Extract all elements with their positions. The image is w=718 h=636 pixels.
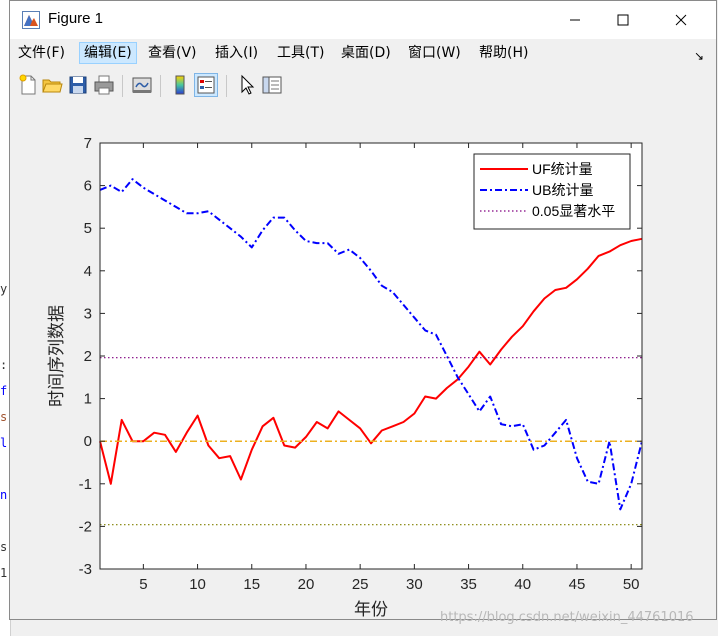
colorbar-button[interactable] <box>168 73 192 97</box>
bg-code-line: f <box>0 384 8 398</box>
y-tick-label: -3 <box>79 561 92 578</box>
legend-entry: UB统计量 <box>532 182 593 198</box>
menu-help[interactable]: 帮助(H) <box>479 45 529 61</box>
y-tick-label: 0 <box>84 433 92 450</box>
y-tick-label: 5 <box>84 220 92 237</box>
save-icon <box>69 76 87 94</box>
menu-desktop[interactable]: 桌面(D) <box>341 45 391 61</box>
legend-icon <box>197 76 215 94</box>
toolbar-separator <box>160 75 161 97</box>
bg-code-line: : <box>0 358 8 372</box>
menu-window[interactable]: 窗口(W) <box>408 45 461 61</box>
x-tick-label: 25 <box>352 576 369 593</box>
x-tick-label: 20 <box>298 576 315 593</box>
pointer-button[interactable] <box>234 73 258 97</box>
bg-code-line: l <box>0 436 8 450</box>
legend-button[interactable] <box>194 73 218 97</box>
y-tick-label: -2 <box>79 518 92 535</box>
toolbar-separator <box>122 75 123 97</box>
legend-entry: 0.05显著水平 <box>532 203 615 219</box>
x-tick-label: 10 <box>189 576 206 593</box>
close-button[interactable] <box>656 1 706 39</box>
toolbar-separator <box>226 75 227 97</box>
menu-bar: 文件(F) 编辑(E) 查看(V) 插入(I) 工具(T) 桌面(D) 窗口(W… <box>10 39 716 67</box>
y-tick-label: 1 <box>84 391 92 408</box>
maximize-button[interactable] <box>598 1 648 39</box>
new-figure-icon <box>19 74 36 95</box>
colorbar-icon <box>175 75 185 95</box>
y-tick-label: 3 <box>84 305 92 322</box>
figure-window: Figure 1 文件(F) 编辑(E) 查看(V) 插入(I) 工具(T) 桌… <box>9 0 717 620</box>
x-axis-label: 年份 <box>354 600 388 619</box>
open-file-button[interactable] <box>40 73 64 97</box>
menu-file[interactable]: 文件(F) <box>18 45 65 61</box>
series-line-2 <box>99 178 643 511</box>
menu-tools[interactable]: 工具(T) <box>277 45 325 61</box>
link-plot-button[interactable] <box>130 73 154 97</box>
y-axis-label: 时间序列数据 <box>47 305 66 407</box>
y-tick-label: 2 <box>84 348 92 365</box>
y-tick-label: 4 <box>84 263 92 280</box>
bg-code-line: y <box>0 282 8 296</box>
minimize-icon <box>570 19 580 21</box>
print-button[interactable] <box>92 73 116 97</box>
bg-code-line: n <box>0 488 8 502</box>
x-tick-label: 30 <box>406 576 423 593</box>
property-inspector-button[interactable] <box>260 73 284 97</box>
open-file-icon <box>42 79 63 93</box>
chart-svg: 5 10 15 20 25 30 35 40 45 50-3-2-101234567年份时间序列数… <box>47 135 643 619</box>
window-title: Figure 1 <box>48 10 104 27</box>
link-plot-icon <box>132 77 152 93</box>
x-tick-label: 5 <box>139 576 147 593</box>
toolbar-overflow-icon[interactable]: ↘ <box>693 49 704 63</box>
x-tick-label: 35 <box>460 576 477 593</box>
bg-code-line: s <box>0 410 8 424</box>
close-icon <box>675 14 687 26</box>
maximize-icon <box>617 14 629 26</box>
figure-toolbar <box>10 67 716 102</box>
bg-code-line: s <box>0 540 8 554</box>
x-tick-label: 15 <box>243 576 260 593</box>
new-figure-button[interactable] <box>16 73 40 97</box>
x-tick-label: 40 <box>514 576 531 593</box>
save-button[interactable] <box>66 73 90 97</box>
y-tick-label: 6 <box>84 178 92 195</box>
menu-insert[interactable]: 插入(I) <box>215 45 259 61</box>
y-tick-label: -1 <box>79 476 92 493</box>
y-tick-label: 7 <box>84 135 92 152</box>
x-tick-label: 50 <box>623 576 640 593</box>
legend-box <box>473 153 631 230</box>
bg-code-line: 1 <box>0 566 8 580</box>
title-bar[interactable]: Figure 1 <box>10 1 716 39</box>
matlab-figure-icon <box>22 11 40 29</box>
x-tick-label: 45 <box>569 576 586 593</box>
pointer-icon <box>241 74 255 95</box>
series-line-1 <box>99 237 643 485</box>
menu-view[interactable]: 查看(V) <box>148 45 197 61</box>
watermark-text: https://blog.csdn.net/weixin_44761016 <box>440 610 694 625</box>
print-icon <box>94 75 114 95</box>
minimize-button[interactable] <box>550 1 600 39</box>
menu-edit[interactable]: 编辑(E) <box>79 42 137 64</box>
figure-canvas: 5 10 15 20 25 30 35 40 45 50 -3 -2 -1 0 1 2 3 4 5 6 7 年份 时间序列数… <box>10 101 716 619</box>
property-inspector-icon <box>262 76 282 94</box>
legend-entry: UF统计量 <box>532 161 593 177</box>
